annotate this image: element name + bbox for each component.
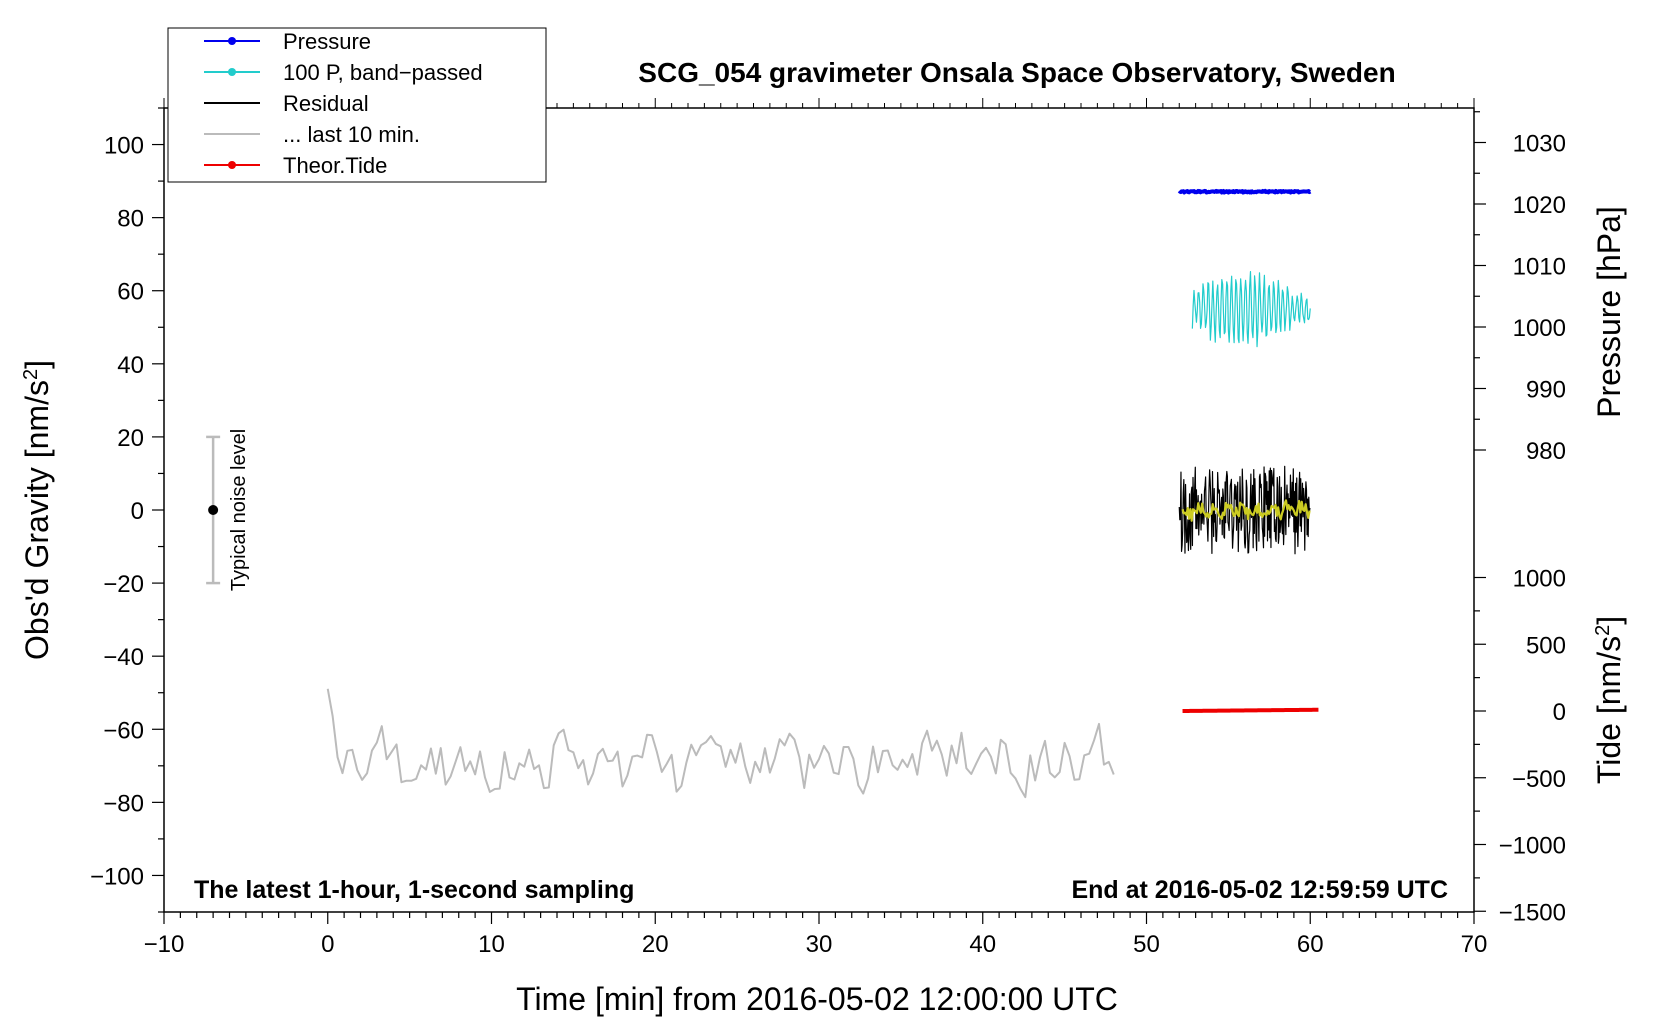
- y-tick-label-pressure: 990: [1526, 377, 1566, 404]
- y-tick-label-pressure: 1010: [1513, 254, 1566, 281]
- y-axis-title-tide: Tide [nm/s2]: [1591, 616, 1627, 784]
- series-last-10-min: [326, 688, 1115, 799]
- y-tick-label-gravity: 100: [104, 133, 144, 160]
- y-axis-title-gravity: Obs'd Gravity [nm/s2]: [19, 360, 55, 660]
- labels-layer: −10 0 10 20 30 40 50 60 70100806040200−20−40−60−…: [90, 131, 1566, 959]
- y-tick-label-gravity: −100: [90, 863, 144, 890]
- y-tick-label-tide: 1000: [1513, 566, 1566, 593]
- legend-marker: [228, 161, 236, 169]
- x-tick-label: 40: [969, 931, 996, 958]
- x-tick-label: 30: [806, 931, 833, 958]
- y-axis-title-pressure: Pressure [hPa]: [1591, 206, 1627, 418]
- y-tick-label-pressure: 1000: [1513, 315, 1566, 342]
- x-tick-label: 50: [1133, 931, 1160, 958]
- y-tick-label-gravity: 20: [117, 425, 144, 452]
- series-100p-band-passed: [1191, 271, 1311, 348]
- legend-marker: [228, 37, 236, 45]
- y-axis-title-tide-end: ]: [1591, 616, 1627, 625]
- x-tick-label: 70: [1461, 931, 1488, 958]
- x-tick-label: 0: [321, 931, 334, 958]
- y-tick-label-tide: −1000: [1499, 833, 1566, 860]
- noise-level-indicator: Typical noise level: [206, 429, 250, 591]
- note-right: End at 2016-05-02 12:59:59 UTC: [1071, 876, 1448, 904]
- y-tick-label-gravity: −80: [103, 790, 144, 817]
- noise-dot: [208, 505, 219, 515]
- y-tick-label-pressure: 1020: [1513, 192, 1566, 219]
- y-tick-label-gravity: −60: [103, 717, 144, 744]
- x-tick-label: 20: [642, 931, 669, 958]
- series-residual: [1178, 465, 1311, 555]
- y-tick-label-pressure: 980: [1526, 438, 1566, 465]
- y-tick-label-tide: 500: [1526, 632, 1566, 659]
- legend-label: Pressure: [283, 29, 371, 54]
- legend-label: 100 P, band−passed: [283, 60, 483, 85]
- x-tick-label: 60: [1297, 931, 1324, 958]
- y-tick-label-tide: −500: [1512, 766, 1566, 793]
- y-axis-title-gravity-sup: 2: [20, 369, 42, 380]
- y-tick-label-gravity: 60: [117, 279, 144, 306]
- legend-box: [167, 27, 547, 183]
- y-axis-title-tide-sup: 2: [1592, 625, 1614, 636]
- series-pressure: [1177, 188, 1312, 195]
- y-axis-title-tide-main: Tide [nm/s: [1591, 636, 1627, 784]
- x-tick-label: 10: [478, 931, 505, 958]
- legend-label: Residual: [283, 91, 369, 116]
- legend-label: Theor.Tide: [283, 153, 387, 178]
- x-axis-title: Time [min] from 2016-05-02 12:00:00 UTC: [516, 981, 1118, 1017]
- y-tick-label-tide: 0: [1553, 699, 1566, 726]
- y-tick-label-tide: −1500: [1499, 899, 1566, 926]
- chart-title: SCG_054 gravimeter Onsala Space Observat…: [638, 57, 1395, 88]
- series-theor-tide: [1181, 707, 1320, 713]
- y-tick-label-gravity: 40: [117, 352, 144, 379]
- y-axis-title-gravity-end: ]: [19, 360, 55, 369]
- noise-label: Typical noise level: [228, 429, 250, 591]
- y-tick-label-gravity: 80: [117, 206, 144, 233]
- note-left: The latest 1-hour, 1-second sampling: [194, 876, 634, 904]
- x-tick-label: −10: [144, 931, 185, 958]
- series-smoothed-residual: [1181, 499, 1311, 522]
- traces-layer: [326, 188, 1320, 799]
- legend-label: ... last 10 min.: [283, 122, 420, 147]
- y-axis-title-gravity-main: Obs'd Gravity [nm/s: [19, 380, 55, 660]
- y-tick-label-pressure: 1030: [1513, 131, 1566, 158]
- y-tick-label-gravity: 0: [131, 498, 144, 525]
- legend: Pressure 100 P, band−passed Residual ... la…: [167, 27, 547, 183]
- legend-marker: [228, 68, 236, 76]
- y-tick-label-gravity: −20: [103, 571, 144, 598]
- y-tick-label-gravity: −40: [103, 644, 144, 671]
